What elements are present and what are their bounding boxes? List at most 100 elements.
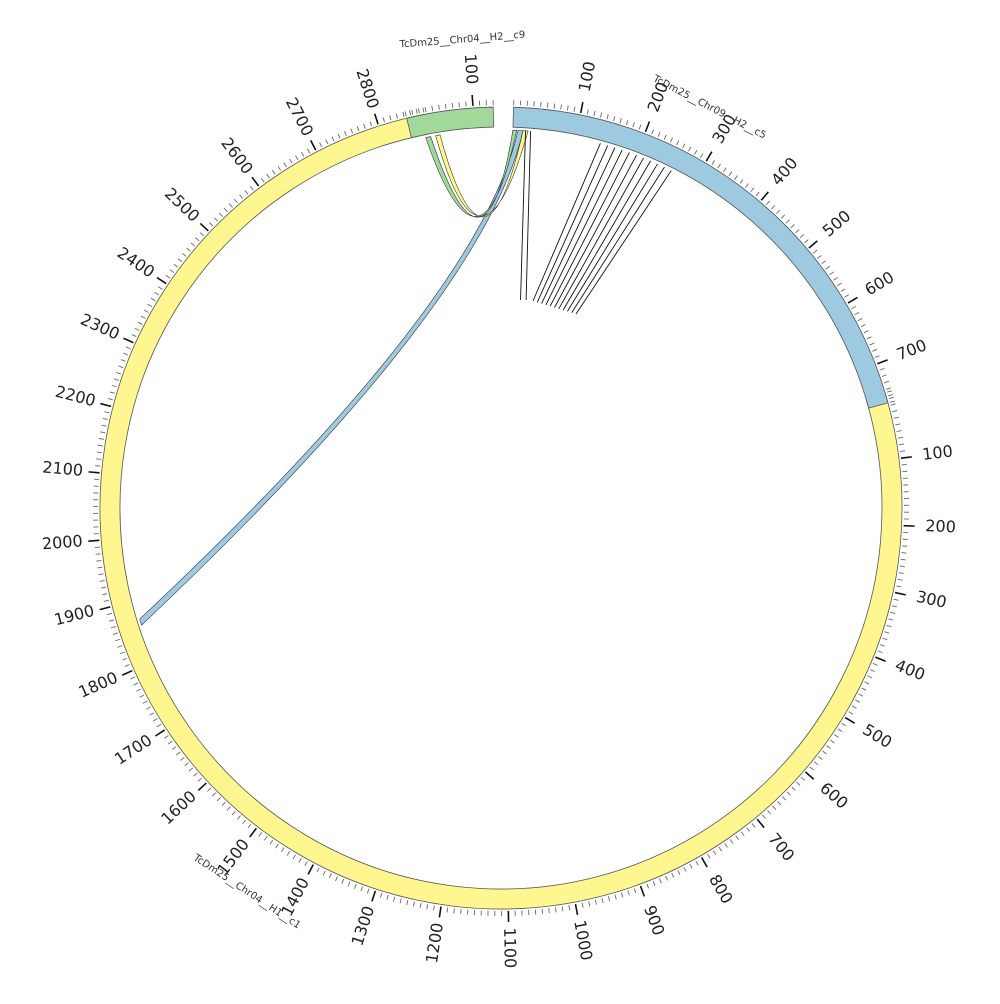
minor-tick [383, 117, 384, 122]
minor-tick [838, 729, 842, 732]
major-tick [311, 140, 316, 150]
minor-tick [817, 255, 821, 258]
minor-tick [747, 828, 750, 832]
minor-tick [295, 156, 298, 160]
thin-link [576, 171, 671, 314]
major-tick [123, 338, 133, 343]
minor-tick [240, 195, 243, 199]
minor-tick [827, 746, 831, 749]
minor-tick [901, 559, 906, 560]
major-tick [702, 857, 707, 867]
major-tick [198, 783, 206, 791]
minor-tick [317, 868, 319, 872]
minor-tick [813, 250, 817, 253]
minor-tick [272, 170, 275, 174]
minor-tick [108, 398, 113, 399]
major-tick [581, 102, 583, 113]
minor-tick [880, 645, 885, 647]
minor-tick [849, 712, 853, 715]
minor-tick [338, 134, 340, 139]
minor-tick [115, 639, 120, 641]
minor-tick [569, 905, 570, 910]
minor-tick [348, 882, 350, 887]
minor-tick [459, 102, 460, 107]
major-tick [641, 886, 645, 896]
minor-tick [176, 752, 180, 755]
thin-link [526, 131, 531, 300]
tick-label: 1700 [111, 730, 155, 768]
minor-tick [96, 554, 101, 555]
minor-tick [120, 652, 125, 654]
minor-tick [342, 879, 344, 884]
minor-tick [158, 287, 162, 290]
minor-tick [864, 331, 869, 333]
major-tick [372, 891, 375, 901]
minor-tick [822, 261, 826, 264]
minor-tick [628, 891, 630, 896]
minor-tick [400, 898, 401, 903]
minor-tick [899, 573, 904, 574]
minor-tick [284, 163, 287, 167]
minor-tick [890, 401, 895, 402]
minor-tick [418, 108, 419, 113]
minor-tick [434, 905, 435, 910]
minor-tick [852, 706, 856, 708]
minor-tick [810, 767, 814, 770]
ribbon-layer [140, 130, 528, 625]
thin-link-layer [521, 131, 672, 314]
minor-tick [407, 900, 408, 905]
major-tick [375, 114, 378, 124]
minor-tick [898, 437, 903, 438]
segment-layer [100, 107, 902, 909]
minor-tick [562, 906, 563, 911]
minor-tick [96, 459, 101, 460]
minor-tick [261, 178, 264, 182]
minor-tick [264, 836, 267, 840]
minor-tick [694, 150, 696, 154]
minor-tick [307, 149, 309, 153]
minor-tick [777, 801, 780, 805]
minor-tick [412, 110, 413, 115]
minor-tick [602, 898, 603, 903]
minor-tick [100, 580, 105, 581]
minor-tick [447, 907, 448, 912]
tick-label: 1100 [500, 927, 520, 968]
minor-tick [730, 839, 733, 843]
major-tick [122, 671, 132, 675]
minor-tick [151, 298, 155, 301]
minor-tick [892, 606, 897, 607]
minor-tick [326, 140, 328, 145]
major-tick [761, 192, 768, 200]
minor-tick [96, 560, 101, 561]
minor-tick [178, 259, 182, 262]
minor-tick [805, 240, 809, 243]
minor-tick [354, 884, 356, 889]
tick-label: 700 [894, 335, 929, 364]
thin-link [542, 148, 615, 304]
minor-tick [100, 432, 105, 433]
minor-tick [626, 120, 628, 125]
tick-label: 400 [767, 154, 801, 190]
minor-tick [882, 375, 887, 377]
minor-tick [607, 114, 608, 119]
minor-tick [870, 670, 875, 672]
minor-tick [416, 109, 417, 114]
major-tick [845, 718, 854, 724]
minor-tick [670, 138, 672, 143]
minor-tick [900, 566, 905, 567]
minor-tick [791, 224, 795, 227]
minor-tick [897, 431, 902, 432]
thin-link [533, 143, 600, 301]
minor-tick [191, 243, 195, 246]
minor-tick [123, 353, 128, 355]
minor-tick [248, 824, 251, 828]
major-tick [805, 772, 813, 779]
minor-tick [116, 372, 121, 374]
minor-tick [684, 867, 686, 871]
minor-tick [842, 723, 846, 726]
minor-tick [146, 707, 150, 709]
minor-tick [357, 126, 359, 131]
minor-tick [212, 793, 216, 797]
minor-tick [278, 166, 281, 170]
minor-tick [902, 553, 907, 554]
